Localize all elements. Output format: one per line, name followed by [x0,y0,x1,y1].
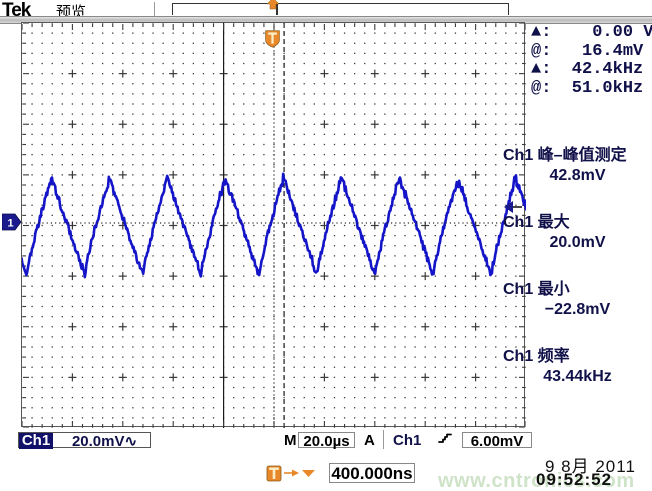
svg-text:1: 1 [8,218,14,230]
